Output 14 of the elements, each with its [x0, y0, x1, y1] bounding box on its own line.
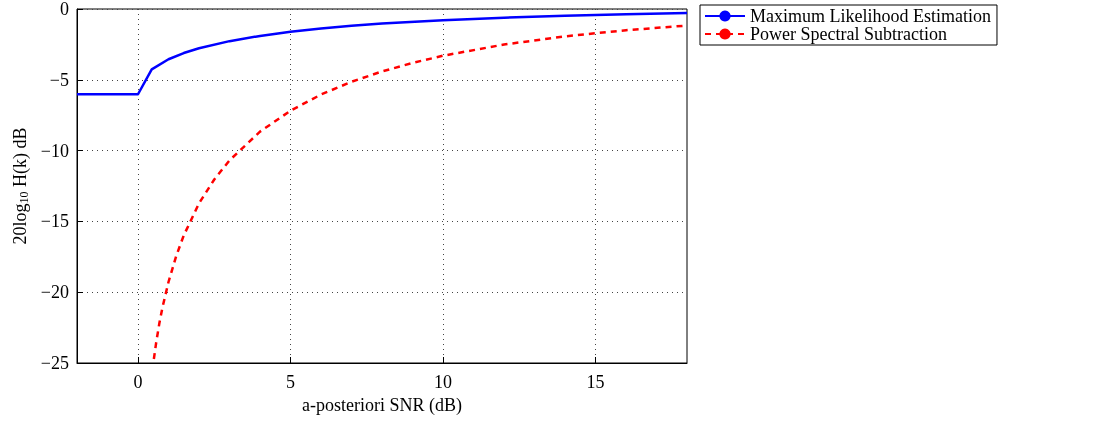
- x-tick-label: 5: [286, 372, 295, 392]
- legend-label: Power Spectral Subtraction: [750, 24, 947, 44]
- x-tick-label: 0: [133, 372, 143, 392]
- x-tick-label: 10: [434, 372, 452, 392]
- y-tick-label: −20: [40, 282, 69, 303]
- y-tick-label: 0: [60, 0, 69, 19]
- y-tick-label: −10: [40, 140, 69, 161]
- y-tick-label: −15: [40, 211, 69, 232]
- x-axis-title: a-posteriori SNR (dB): [302, 394, 462, 416]
- y-tick-label: −25: [40, 353, 69, 373]
- x-tick-label: 15: [586, 372, 605, 392]
- line-series: [75, 11, 689, 96]
- y-tick-label: −5: [49, 69, 69, 90]
- legend-label: Maximum Likelihood Estimation: [750, 6, 991, 26]
